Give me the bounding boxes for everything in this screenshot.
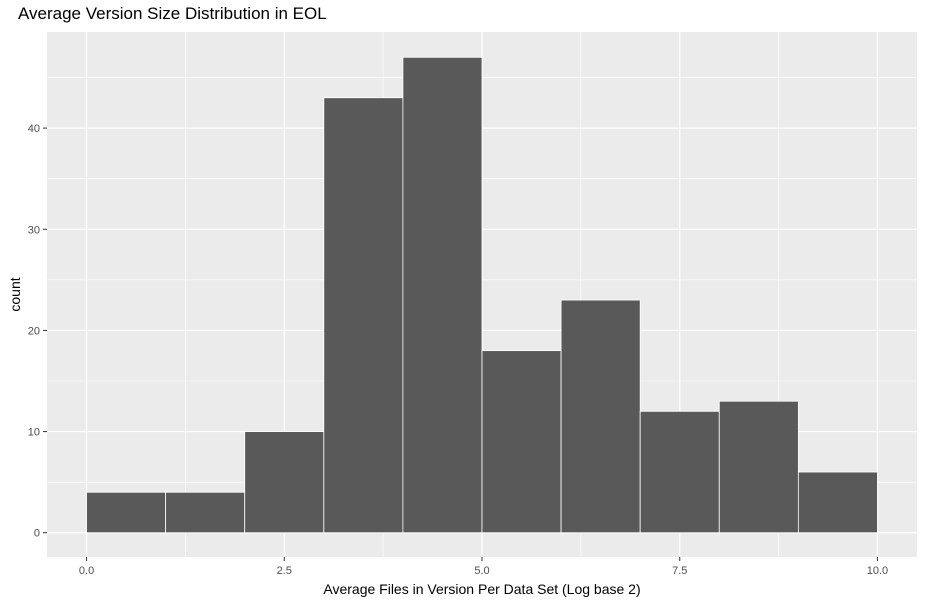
- x-tick-label: 10.0: [867, 565, 888, 577]
- histogram-bar: [165, 491, 246, 534]
- y-tick-label: 40: [28, 123, 40, 135]
- x-tick-label: 0.0: [79, 565, 94, 577]
- histogram-bar: [402, 56, 483, 534]
- histogram-bar: [86, 491, 167, 534]
- histogram-bar: [244, 431, 325, 534]
- histogram-bar: [639, 410, 720, 534]
- x-tick-label: 2.5: [277, 565, 292, 577]
- histogram-bar: [323, 97, 404, 534]
- y-axis-ticks: 0 10 20 30 40: [28, 123, 47, 540]
- y-tick-label: 0: [34, 528, 40, 540]
- histogram-bars: [86, 56, 878, 534]
- histogram-bar: [481, 350, 562, 534]
- y-axis-title: count: [7, 277, 23, 311]
- chart-title: Average Version Size Distribution in EOL: [18, 4, 327, 23]
- y-tick-label: 30: [28, 224, 40, 236]
- y-tick-label: 10: [28, 427, 40, 439]
- x-axis-title: Average Files in Version Per Data Set (L…: [323, 581, 640, 597]
- x-axis-ticks: 0.0 2.5 5.0 7.5 10.0: [79, 557, 888, 577]
- y-tick-label: 20: [28, 325, 40, 337]
- x-tick-label: 7.5: [672, 565, 687, 577]
- histogram-bar: [560, 299, 641, 534]
- histogram-bar: [797, 471, 878, 534]
- x-tick-label: 5.0: [474, 565, 489, 577]
- histogram-bar: [718, 400, 799, 534]
